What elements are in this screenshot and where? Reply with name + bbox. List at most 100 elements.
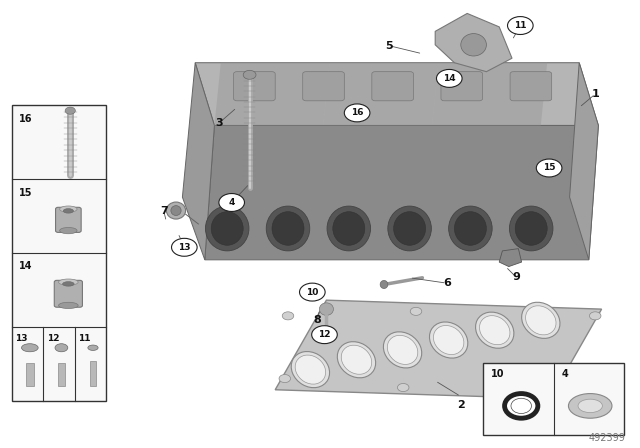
Ellipse shape	[509, 206, 553, 251]
Text: 14: 14	[443, 74, 456, 83]
Ellipse shape	[568, 393, 612, 418]
Ellipse shape	[449, 206, 492, 251]
Text: 492399: 492399	[589, 433, 626, 443]
Circle shape	[312, 326, 337, 344]
Ellipse shape	[333, 211, 365, 246]
Ellipse shape	[272, 211, 304, 246]
Ellipse shape	[383, 332, 422, 368]
Circle shape	[344, 104, 370, 122]
Ellipse shape	[476, 312, 514, 348]
Ellipse shape	[60, 228, 77, 234]
Text: 11: 11	[79, 334, 91, 343]
Text: 13: 13	[15, 334, 28, 343]
Circle shape	[508, 17, 533, 34]
Ellipse shape	[388, 206, 431, 251]
Ellipse shape	[279, 375, 291, 383]
FancyBboxPatch shape	[510, 72, 552, 101]
Ellipse shape	[394, 211, 426, 246]
Ellipse shape	[88, 345, 98, 350]
Text: 13: 13	[178, 243, 191, 252]
Polygon shape	[182, 63, 214, 260]
Text: 10: 10	[306, 288, 319, 297]
FancyBboxPatch shape	[54, 280, 83, 307]
Circle shape	[300, 283, 325, 301]
Ellipse shape	[511, 398, 531, 414]
Bar	[12, 105, 106, 401]
Ellipse shape	[171, 206, 181, 215]
Circle shape	[219, 194, 244, 211]
Ellipse shape	[205, 206, 249, 251]
FancyBboxPatch shape	[372, 72, 413, 101]
Ellipse shape	[341, 345, 372, 374]
Ellipse shape	[589, 312, 601, 320]
Ellipse shape	[63, 209, 74, 213]
Ellipse shape	[578, 399, 602, 413]
Text: 4: 4	[561, 369, 568, 379]
Text: 12: 12	[318, 330, 331, 339]
FancyBboxPatch shape	[303, 72, 344, 101]
Ellipse shape	[22, 344, 38, 352]
Ellipse shape	[387, 336, 418, 364]
Ellipse shape	[461, 34, 486, 56]
Circle shape	[536, 159, 562, 177]
Bar	[58, 363, 65, 386]
Ellipse shape	[454, 211, 486, 246]
Ellipse shape	[319, 303, 333, 315]
Polygon shape	[323, 63, 438, 125]
Text: 16: 16	[351, 108, 364, 117]
Ellipse shape	[380, 280, 388, 289]
Ellipse shape	[397, 383, 409, 392]
Text: 12: 12	[47, 334, 60, 343]
Ellipse shape	[327, 206, 371, 251]
Ellipse shape	[282, 312, 294, 320]
Text: 16: 16	[19, 114, 33, 124]
Polygon shape	[214, 63, 330, 125]
Ellipse shape	[58, 279, 78, 285]
Ellipse shape	[429, 322, 468, 358]
Circle shape	[243, 70, 256, 79]
Text: 3: 3	[215, 118, 223, 128]
Ellipse shape	[266, 206, 310, 251]
Bar	[90, 361, 95, 386]
Text: 1: 1	[591, 89, 599, 99]
Polygon shape	[499, 249, 522, 267]
Circle shape	[172, 238, 197, 256]
Text: 8: 8	[313, 315, 321, 325]
Ellipse shape	[504, 393, 538, 418]
Text: 15: 15	[19, 188, 33, 198]
Ellipse shape	[60, 206, 77, 212]
Bar	[26, 363, 34, 386]
Text: 7: 7	[160, 207, 168, 216]
Text: 14: 14	[19, 262, 33, 271]
Ellipse shape	[410, 307, 422, 315]
Polygon shape	[570, 63, 598, 260]
Polygon shape	[195, 63, 598, 125]
Ellipse shape	[55, 344, 68, 352]
Ellipse shape	[515, 211, 547, 246]
Text: 5: 5	[385, 41, 393, 51]
Ellipse shape	[295, 355, 326, 384]
Text: 2: 2	[457, 401, 465, 410]
Ellipse shape	[166, 202, 186, 219]
Circle shape	[65, 107, 76, 114]
Bar	[483, 363, 624, 435]
Ellipse shape	[63, 282, 74, 286]
Text: 11: 11	[514, 21, 527, 30]
Text: 6: 6	[443, 278, 451, 288]
Ellipse shape	[433, 326, 464, 354]
FancyBboxPatch shape	[234, 72, 275, 101]
Ellipse shape	[522, 302, 560, 338]
Text: 9: 9	[512, 272, 520, 282]
Ellipse shape	[337, 342, 376, 378]
Polygon shape	[432, 63, 547, 125]
Text: 10: 10	[491, 369, 504, 379]
Text: 4: 4	[228, 198, 235, 207]
Ellipse shape	[557, 390, 569, 398]
Ellipse shape	[291, 352, 330, 388]
Circle shape	[436, 69, 462, 87]
Ellipse shape	[58, 302, 78, 309]
Ellipse shape	[211, 211, 243, 246]
Ellipse shape	[479, 316, 510, 345]
Ellipse shape	[525, 306, 556, 335]
Polygon shape	[275, 300, 602, 399]
